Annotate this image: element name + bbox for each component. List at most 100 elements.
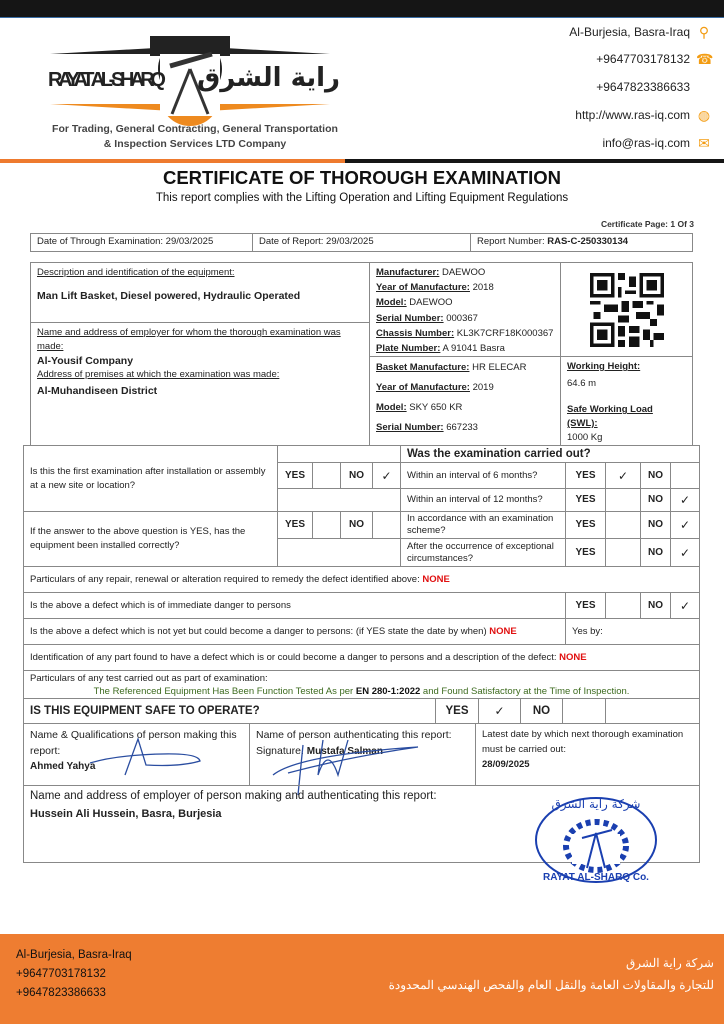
carried-yes-label: YES: [565, 488, 606, 512]
website-link[interactable]: http://www.ras-iq.com: [575, 108, 690, 122]
footer-arabic: شركة راية الشرق للتجارة والمقاولات العام…: [389, 952, 714, 996]
footer-contact: Al-Burjesia, Basra-Iraq +9647703178132 +…: [16, 946, 132, 1003]
yes-by-field[interactable]: Yes by:: [565, 618, 700, 645]
test-standard: EN 280-1:2022: [355, 686, 421, 697]
detail-value: DAEWOO: [439, 267, 486, 278]
contact-text: Al-Burjesia, Basra-Iraq: [569, 25, 690, 39]
future-danger-label: Is the above a defect which is not yet b…: [30, 626, 490, 637]
swl-value: 1000 Kg: [567, 432, 603, 443]
identification-row: Identification of any part found to have…: [23, 644, 700, 671]
immediate-yes-checkbox[interactable]: [605, 592, 641, 619]
installed-yes-label: YES: [277, 511, 313, 539]
carried-exceptional-yes-checkbox[interactable]: [605, 538, 641, 567]
safe-no-label: NO: [520, 698, 563, 724]
exam-date: Date of Through Examination: 29/03/2025: [30, 233, 253, 252]
carried-12m-yes-checkbox[interactable]: [605, 488, 641, 512]
divider-orange: [0, 159, 345, 163]
detail-label: Manufacturer:: [376, 267, 440, 278]
safe-yes-checkbox[interactable]: ✓: [478, 698, 521, 724]
future-danger-value: NONE: [489, 626, 517, 637]
carried-question: Within an interval of 6 months?: [400, 462, 566, 489]
maker-signature: [89, 736, 201, 776]
carried-12m-no-checkbox[interactable]: ✓: [670, 488, 700, 512]
location-pin-icon: ⚲: [698, 24, 710, 40]
equipment-description: Description and identification of the eq…: [30, 262, 370, 323]
svg-text:شركة راية الشرق: شركة راية الشرق: [552, 797, 641, 812]
safe-yes-label: YES: [435, 698, 479, 724]
basket-model: Model: SKY 650 KR: [376, 398, 554, 418]
contact-website[interactable]: http://www.ras-iq.com ◍: [575, 107, 712, 123]
empty-cell: [277, 445, 401, 463]
installed-yes-box[interactable]: [312, 511, 341, 539]
phone-icon: ☎: [696, 51, 714, 67]
page-subtitle: This report complies with the Lifting Op…: [155, 192, 569, 204]
carried-no-label: NO: [640, 488, 671, 512]
footer: [0, 934, 724, 1024]
carried-yes-label: YES: [565, 511, 606, 539]
immediate-no-label: NO: [640, 592, 671, 619]
first-exam-no-checkbox[interactable]: ✓: [372, 462, 401, 489]
first-exam-no-label: NO: [340, 462, 373, 489]
company-stamp: شركة راية الشرق RAYAT AL-SHARQ Co.: [535, 797, 657, 883]
detail-value: 000367: [443, 312, 478, 324]
employer-reporter-label: Name and address of employer of person m…: [30, 790, 437, 802]
detail-year: Year of Manufacture: 2018: [376, 280, 554, 295]
employer-section: Name and address of employer for whom th…: [30, 322, 370, 446]
test-statement: The Referenced Equipment Has Been Functi…: [30, 685, 693, 698]
footer-phone: +9647703178132: [16, 968, 106, 980]
detail-model: Model: DAEWOO: [376, 295, 554, 310]
immediate-no-checkbox[interactable]: ✓: [670, 592, 700, 619]
next-exam-label: Latest date by which next thorough exami…: [482, 729, 684, 755]
basket-details: Basket Manufacture: HR ELECAR Year of Ma…: [369, 356, 561, 446]
email-link[interactable]: info@ras-iq.com: [602, 136, 690, 150]
contact-phone2: +9647823386633: [596, 79, 712, 95]
report-number-value: RAS-C-250330134: [547, 236, 629, 247]
next-exam-date: 28/09/2025: [482, 759, 530, 770]
carried-question: In accordance with an examination scheme…: [400, 511, 566, 539]
vehicle-details: Manufacturer: DAEWOO Year of Manufacture…: [369, 262, 561, 357]
basket-serial: Serial Number: 667233: [376, 418, 554, 438]
working-height-label: Working Height:: [567, 361, 641, 372]
carried-scheme-yes-checkbox[interactable]: [605, 511, 641, 539]
employer-of-reporter: Name and address of employer of person m…: [23, 785, 700, 863]
detail-value: 2018: [469, 282, 494, 294]
carried-6m-yes-checkbox[interactable]: ✓: [605, 462, 641, 489]
installed-question: If the answer to the above question is Y…: [23, 511, 278, 567]
repair-value: NONE: [422, 574, 450, 585]
contact-email[interactable]: info@ras-iq.com ✉: [602, 135, 712, 151]
test-text: The Referenced Equipment Has Been Functi…: [93, 686, 356, 697]
envelope-icon: ✉: [698, 135, 710, 151]
empty-cell: [605, 698, 700, 724]
qr-code[interactable]: [589, 272, 664, 347]
first-exam-question: Is this the first examination after inst…: [23, 445, 278, 512]
detail-value: DAEWOO: [406, 297, 453, 309]
carried-6m-no-checkbox[interactable]: [670, 462, 700, 489]
empty-cell: [277, 538, 401, 567]
detail-label: Serial Number:: [376, 312, 444, 324]
test-row: Particulars of any test carried out as p…: [23, 670, 700, 699]
footer-arabic-tagline: للتجارة والمقاولات العامة والنقل العام و…: [388, 978, 714, 992]
logo-text-ar: راية الشرق: [197, 63, 340, 93]
top-bar: [0, 0, 724, 18]
premises-value: Al-Muhandiseen District: [37, 385, 158, 397]
carried-question: Within an interval of 12 months?: [400, 488, 566, 512]
carried-scheme-no-checkbox[interactable]: ✓: [670, 511, 700, 539]
basket-manufacture: Basket Manufacture: HR ELECAR: [376, 358, 554, 378]
svg-text:RAYAT AL-SHARQ Co.: RAYAT AL-SHARQ Co.: [543, 872, 649, 883]
carried-yes-label: YES: [565, 538, 606, 567]
safe-no-checkbox[interactable]: [562, 698, 606, 724]
detail-label: Year of Manufacture:: [376, 282, 470, 294]
immediate-danger-label: Is the above a defect which is of immedi…: [23, 592, 566, 619]
detail-label: Year of Manufacture:: [376, 382, 470, 393]
carried-exceptional-no-checkbox[interactable]: ✓: [670, 538, 700, 567]
footer-arabic-name: شركة راية الشرق: [625, 956, 714, 970]
contact-address: Al-Burjesia, Basra-Iraq ⚲: [569, 24, 712, 40]
detail-value: A 91041 Basra: [440, 343, 505, 355]
installed-no-box[interactable]: [372, 511, 401, 539]
immediate-yes-label: YES: [565, 592, 606, 619]
tagline-line: For Trading, General Contracting, Genera…: [52, 123, 338, 135]
desc-label: Description and identification of the eq…: [37, 267, 235, 278]
contact-text: +9647823386633: [596, 80, 690, 94]
first-exam-yes-box[interactable]: [312, 462, 341, 489]
detail-label: Chassis Number:: [376, 327, 455, 339]
